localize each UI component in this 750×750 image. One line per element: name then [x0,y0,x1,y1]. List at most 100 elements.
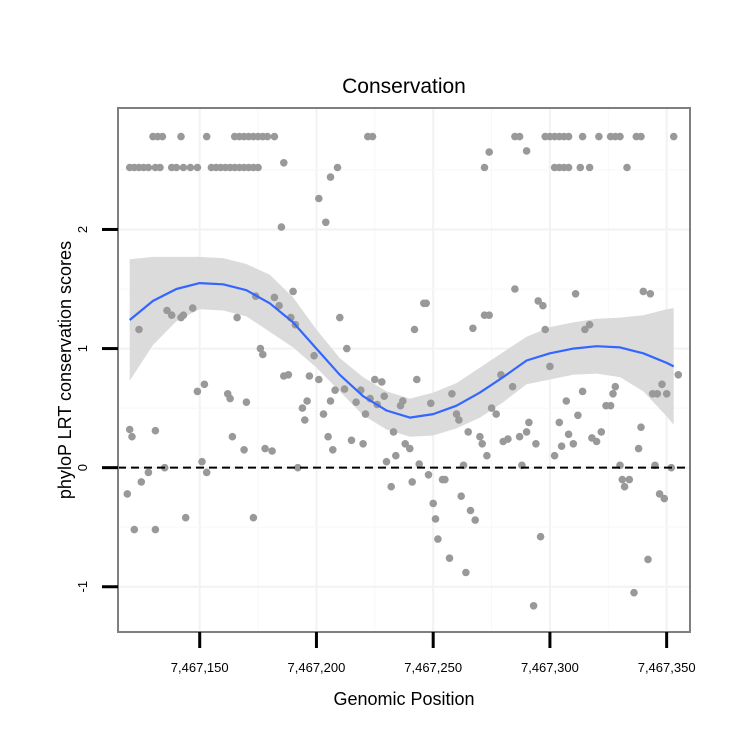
y-tick-label: -1 [75,581,90,593]
data-point [151,525,160,534]
data-point [270,293,279,302]
data-point [144,163,153,172]
data-point [137,478,146,486]
data-point [637,423,645,432]
data-point [564,163,573,172]
data-point [557,442,566,451]
data-point [457,492,466,501]
data-point [576,163,585,172]
data-points-layer [123,132,683,610]
data-point [597,428,606,436]
data-point [522,428,531,436]
x-tick-label: 7,467,300 [521,660,579,675]
data-point [324,432,332,441]
data-point [546,362,554,371]
x-tick-label: 7,467,350 [638,660,696,675]
data-point [469,324,477,333]
data-point [380,392,389,401]
data-point [431,515,440,523]
panel-border [117,107,691,633]
data-point [452,410,461,418]
data-point [284,371,293,379]
x-tick-label: 7,467,250 [404,660,462,675]
data-point [429,499,438,508]
data-point [249,513,258,522]
data-point [611,382,620,391]
data-point [347,436,356,445]
data-point [625,475,634,484]
data-point [172,163,181,172]
data-point [569,440,578,448]
data-point [620,482,629,491]
data-point [242,398,251,407]
data-point [655,490,664,498]
data-point [578,387,587,396]
data-point [595,132,603,141]
data-point [585,320,594,329]
data-point [646,290,655,298]
data-point [508,382,517,391]
data-point [492,410,501,418]
data-point [259,350,267,359]
data-point [163,306,171,315]
data-point [536,532,545,541]
data-point [564,430,573,439]
data-point [261,444,269,453]
data-point [301,416,309,424]
x-axis-label: Genomic Position [333,689,474,709]
data-point [340,385,349,393]
data-point [179,163,188,172]
data-point [511,285,519,293]
data-point [410,325,419,334]
data-point [623,163,631,172]
data-point [504,435,512,443]
smooth-curve-layer [129,282,675,419]
data-point [331,386,339,395]
data-point [233,313,241,322]
data-point [177,132,185,141]
data-point [487,404,496,412]
data-point [585,163,594,172]
data-point [674,371,683,379]
data-point [228,432,237,441]
data-point [471,516,480,524]
data-point [256,344,265,353]
y-tick-label: 2 [75,226,90,233]
data-point [483,451,491,460]
data-point [387,482,396,491]
data-point [336,313,344,322]
data-point [399,397,407,405]
data-point [445,554,454,562]
data-point [630,588,638,597]
data-point [478,440,487,448]
data-point [564,132,573,141]
data-point [303,397,311,405]
data-point [123,490,132,498]
data-point [275,301,283,310]
data-point [352,398,360,407]
data-point [424,471,433,479]
data-point [200,380,209,389]
data-point [415,460,424,468]
data-point [637,132,645,141]
chart-title: Conservation [342,75,466,98]
data-point [226,394,234,403]
data-point [609,390,617,398]
data-point [181,513,190,522]
data-point [480,163,489,172]
data-point [441,475,449,484]
data-point [529,602,538,610]
data-point [329,446,337,454]
data-point [422,299,431,308]
data-point [179,311,188,320]
data-point [322,218,330,227]
data-point [555,418,564,427]
data-point [289,287,297,296]
data-point [485,148,494,156]
data-point [125,425,134,434]
data-point [406,444,414,453]
data-point [326,173,335,181]
data-point [202,468,211,477]
data-point [525,418,533,427]
